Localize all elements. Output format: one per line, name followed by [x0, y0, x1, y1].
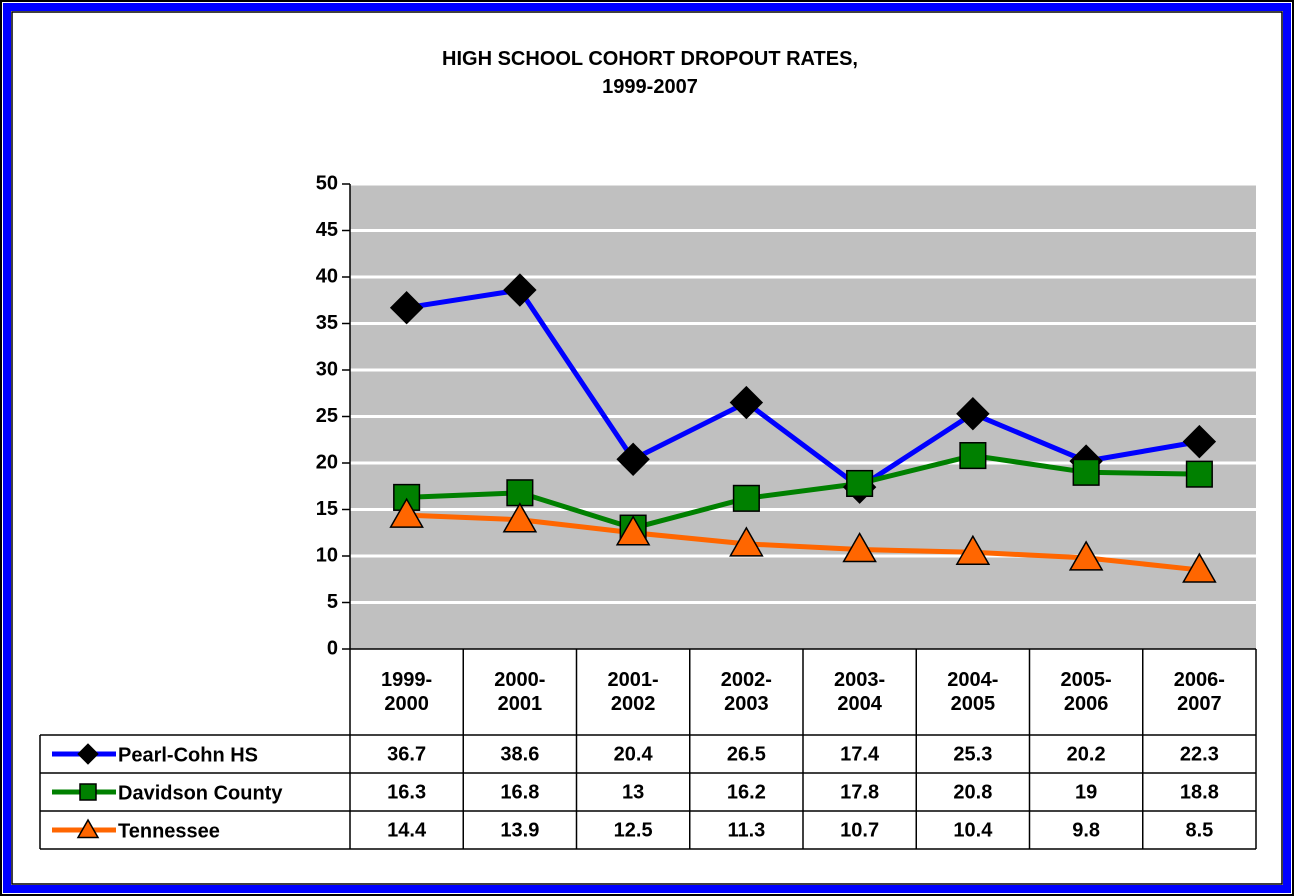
x-tick-label: 2002-2003 — [720, 669, 772, 715]
marker — [1182, 424, 1217, 459]
data-label: 36.7 — [387, 743, 426, 765]
y-tick-label: 25 — [316, 405, 338, 427]
series-line — [406, 287, 1200, 490]
category-cell: 2004-2005 — [947, 669, 999, 715]
y-tick-label: 10 — [316, 544, 338, 566]
x-tick-label: 2006-2007 — [1173, 669, 1225, 715]
marker — [502, 502, 538, 533]
marker — [729, 385, 764, 420]
category-cell: 2005-2006 — [1060, 669, 1112, 715]
marker — [1072, 458, 1100, 486]
data-label: 18.8 — [1180, 781, 1219, 803]
x-tick-label: 1999-2000 — [381, 669, 433, 715]
data-label: 22.3 — [1180, 743, 1219, 765]
data-label: 16.3 — [387, 781, 426, 803]
data-label: 19 — [1075, 781, 1097, 803]
category-cell: 1999-2000 — [381, 669, 433, 715]
marker — [1182, 552, 1217, 583]
title-box: HIGH SCHOOL COHORT DROPOUT RATES, 1999-2… — [442, 48, 858, 98]
data-label: 10.7 — [840, 819, 879, 841]
marker — [389, 290, 424, 325]
y-tick-label: 40 — [316, 265, 338, 287]
category-cell: 2002-2003 — [720, 669, 772, 715]
data-label: 12.5 — [614, 819, 653, 841]
data-label: 14.4 — [387, 819, 427, 841]
category-cell: 2000-2001 — [494, 669, 546, 715]
data-label: 10.4 — [953, 819, 993, 841]
series-line — [406, 453, 1200, 531]
marker — [732, 484, 760, 512]
y-tick-label: 20 — [316, 451, 338, 473]
y-tick-label: 45 — [316, 219, 338, 241]
legend-marker — [77, 743, 99, 765]
marker — [729, 526, 764, 557]
data-label: 16.2 — [727, 781, 766, 803]
x-tick-label: 2001-2002 — [607, 669, 659, 715]
marker — [389, 497, 424, 528]
category-cell: 2001-2002 — [607, 669, 659, 715]
category-cell: 2003-2004 — [834, 669, 886, 715]
marker — [1185, 460, 1213, 488]
marker — [955, 534, 991, 566]
category-cell: 2006-2007 — [1173, 669, 1225, 715]
data-label: 13.9 — [500, 819, 539, 841]
chart-title: HIGH SCHOOL COHORT DROPOUT RATES, 1999-2… — [442, 48, 858, 98]
marker — [616, 442, 650, 476]
x-tick-label: 2005-2006 — [1060, 669, 1112, 715]
data-label: 13 — [622, 781, 644, 803]
marker — [956, 397, 990, 431]
legend-label: Pearl-Cohn HS — [118, 744, 258, 766]
marker — [615, 515, 651, 546]
marker — [959, 442, 987, 470]
data-label: 26.5 — [727, 743, 766, 765]
marker — [842, 531, 877, 563]
data-label: 20.2 — [1067, 743, 1106, 765]
data-label: 38.6 — [500, 743, 539, 765]
legend-marker — [76, 818, 100, 839]
legend-label: Tennessee — [118, 820, 220, 842]
y-tick-label: 30 — [316, 358, 338, 380]
marker — [1068, 540, 1104, 571]
data-label: 25.3 — [953, 743, 992, 765]
data-label: 17.8 — [840, 781, 879, 803]
x-tick-label: 2004-2005 — [947, 669, 999, 715]
frame-inner — [11, 11, 1283, 885]
y-tick-label: 50 — [316, 172, 338, 194]
x-tick-label: 2000-2001 — [494, 669, 546, 715]
frame-blue — [3, 3, 1291, 893]
data-label: 8.5 — [1185, 819, 1213, 841]
legend-marker — [79, 783, 97, 801]
data-label: 11.3 — [727, 819, 765, 841]
legend-label: Davidson County — [118, 782, 283, 804]
data-label: 20.8 — [953, 781, 992, 803]
x-tick-label: 2003-2004 — [834, 669, 886, 715]
series-line — [406, 512, 1200, 573]
data-label: 20.4 — [614, 743, 654, 765]
y-tick-label: 5 — [327, 591, 338, 613]
y-tick-label: 35 — [316, 312, 338, 334]
marker — [846, 469, 874, 498]
marker — [506, 479, 534, 507]
y-tick-label: 0 — [327, 637, 338, 659]
data-label: 17.4 — [840, 743, 880, 765]
data-label: 16.8 — [500, 781, 539, 803]
marker — [503, 273, 537, 307]
y-tick-label: 15 — [316, 498, 338, 520]
data-label: 9.8 — [1072, 819, 1100, 841]
